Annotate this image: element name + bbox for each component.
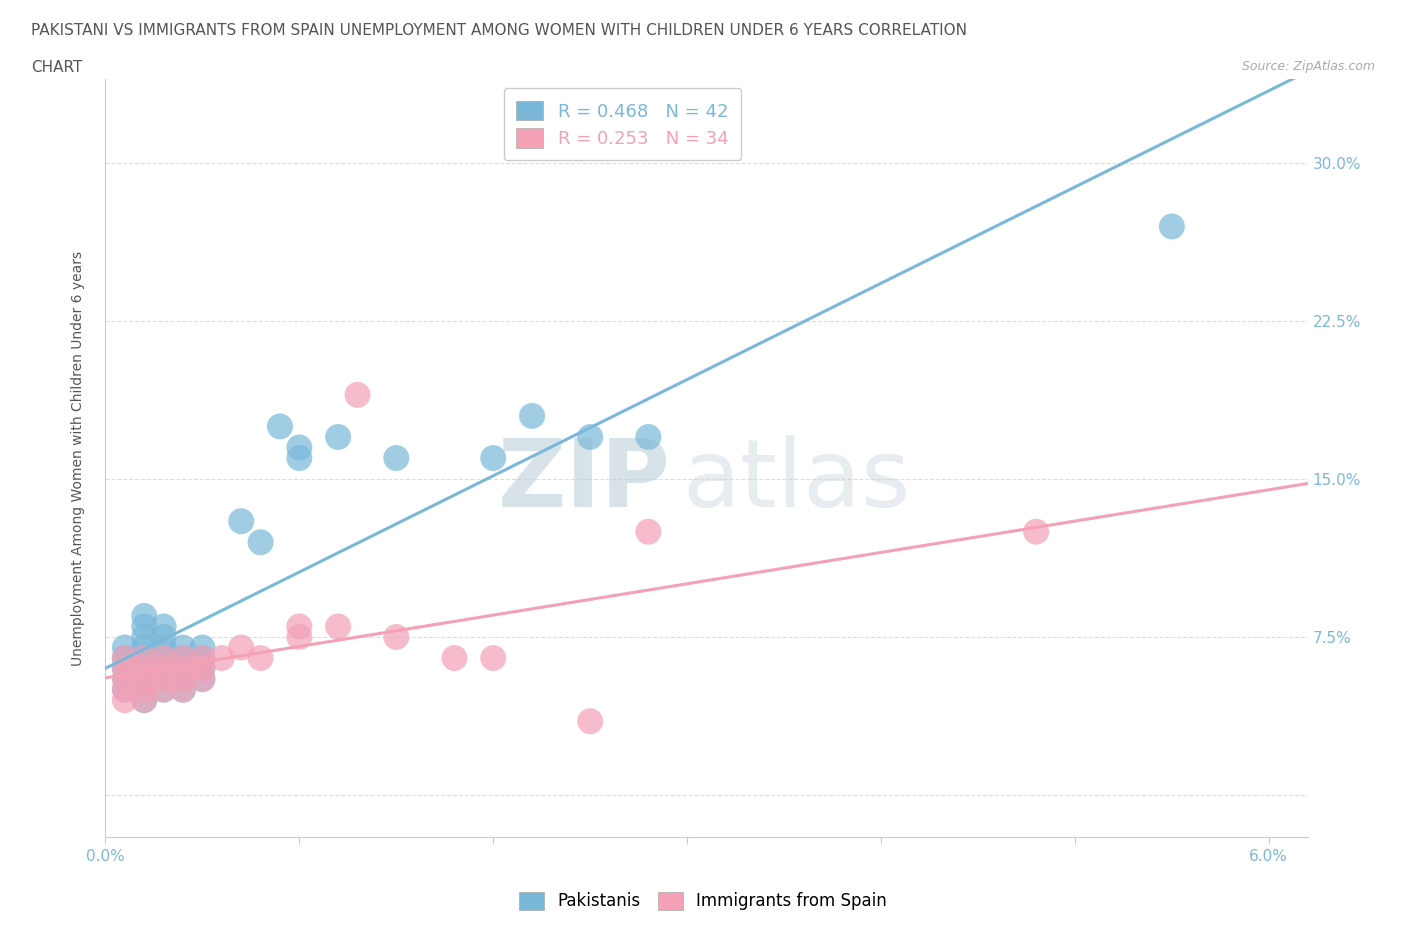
- Point: [134, 693, 156, 708]
- Point: [520, 408, 543, 423]
- Point: [152, 619, 174, 634]
- Point: [326, 619, 349, 634]
- Text: Source: ZipAtlas.com: Source: ZipAtlas.com: [1241, 60, 1375, 73]
- Point: [172, 671, 194, 686]
- Point: [134, 661, 156, 676]
- Point: [114, 651, 136, 666]
- Point: [152, 661, 174, 676]
- Point: [172, 640, 194, 655]
- Text: ZIP: ZIP: [498, 434, 671, 526]
- Point: [134, 661, 156, 676]
- Point: [191, 671, 214, 686]
- Point: [443, 651, 465, 666]
- Point: [231, 640, 253, 655]
- Text: atlas: atlas: [682, 434, 911, 526]
- Point: [385, 630, 408, 644]
- Point: [134, 671, 156, 686]
- Point: [249, 535, 271, 550]
- Point: [152, 683, 174, 698]
- Point: [152, 671, 174, 686]
- Point: [114, 661, 136, 676]
- Point: [114, 683, 136, 698]
- Point: [172, 651, 194, 666]
- Point: [114, 671, 136, 686]
- Point: [172, 683, 194, 698]
- Point: [269, 419, 291, 434]
- Point: [231, 513, 253, 528]
- Point: [579, 430, 602, 445]
- Point: [482, 651, 505, 666]
- Point: [385, 451, 408, 466]
- Text: CHART: CHART: [31, 60, 83, 75]
- Point: [134, 619, 156, 634]
- Point: [134, 693, 156, 708]
- Point: [114, 671, 136, 686]
- Point: [288, 440, 311, 455]
- Point: [1160, 219, 1182, 233]
- Point: [134, 651, 156, 666]
- Point: [152, 651, 174, 666]
- Point: [152, 651, 174, 666]
- Point: [114, 651, 136, 666]
- Point: [172, 683, 194, 698]
- Point: [134, 608, 156, 623]
- Point: [172, 661, 194, 676]
- Point: [152, 661, 174, 676]
- Point: [637, 525, 659, 539]
- Legend: Pakistanis, Immigrants from Spain: Pakistanis, Immigrants from Spain: [513, 885, 893, 917]
- Point: [288, 630, 311, 644]
- Point: [134, 630, 156, 644]
- Point: [172, 661, 194, 676]
- Point: [249, 651, 271, 666]
- Point: [114, 693, 136, 708]
- Point: [114, 683, 136, 698]
- Point: [114, 640, 136, 655]
- Point: [114, 661, 136, 676]
- Point: [152, 630, 174, 644]
- Y-axis label: Unemployment Among Women with Children Under 6 years: Unemployment Among Women with Children U…: [70, 250, 84, 666]
- Point: [152, 671, 174, 686]
- Point: [172, 651, 194, 666]
- Point: [288, 451, 311, 466]
- Point: [191, 640, 214, 655]
- Point: [191, 651, 214, 666]
- Text: PAKISTANI VS IMMIGRANTS FROM SPAIN UNEMPLOYMENT AMONG WOMEN WITH CHILDREN UNDER : PAKISTANI VS IMMIGRANTS FROM SPAIN UNEMP…: [31, 23, 967, 38]
- Point: [482, 451, 505, 466]
- Point: [346, 388, 368, 403]
- Legend: R = 0.468   N = 42, R = 0.253   N = 34: R = 0.468 N = 42, R = 0.253 N = 34: [503, 88, 741, 160]
- Point: [288, 619, 311, 634]
- Point: [134, 651, 156, 666]
- Point: [211, 651, 233, 666]
- Point: [134, 683, 156, 698]
- Point: [134, 671, 156, 686]
- Point: [326, 430, 349, 445]
- Point: [579, 713, 602, 728]
- Point: [172, 671, 194, 686]
- Point: [134, 640, 156, 655]
- Point: [191, 661, 214, 676]
- Point: [191, 661, 214, 676]
- Point: [152, 683, 174, 698]
- Point: [152, 640, 174, 655]
- Point: [191, 651, 214, 666]
- Point: [637, 430, 659, 445]
- Point: [191, 671, 214, 686]
- Point: [134, 683, 156, 698]
- Point: [1025, 525, 1047, 539]
